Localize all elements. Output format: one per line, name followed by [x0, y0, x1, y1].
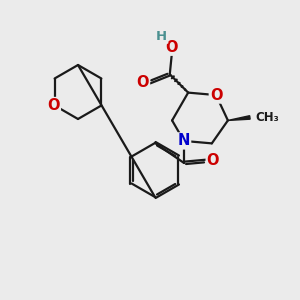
- Text: O: O: [207, 153, 219, 168]
- Text: O: O: [210, 88, 222, 103]
- Text: O: O: [136, 75, 149, 90]
- Text: O: O: [47, 98, 60, 113]
- Text: CH₃: CH₃: [255, 111, 279, 124]
- Text: N: N: [178, 134, 190, 148]
- Text: O: O: [166, 40, 178, 55]
- Text: H: H: [156, 30, 167, 43]
- Polygon shape: [228, 116, 250, 120]
